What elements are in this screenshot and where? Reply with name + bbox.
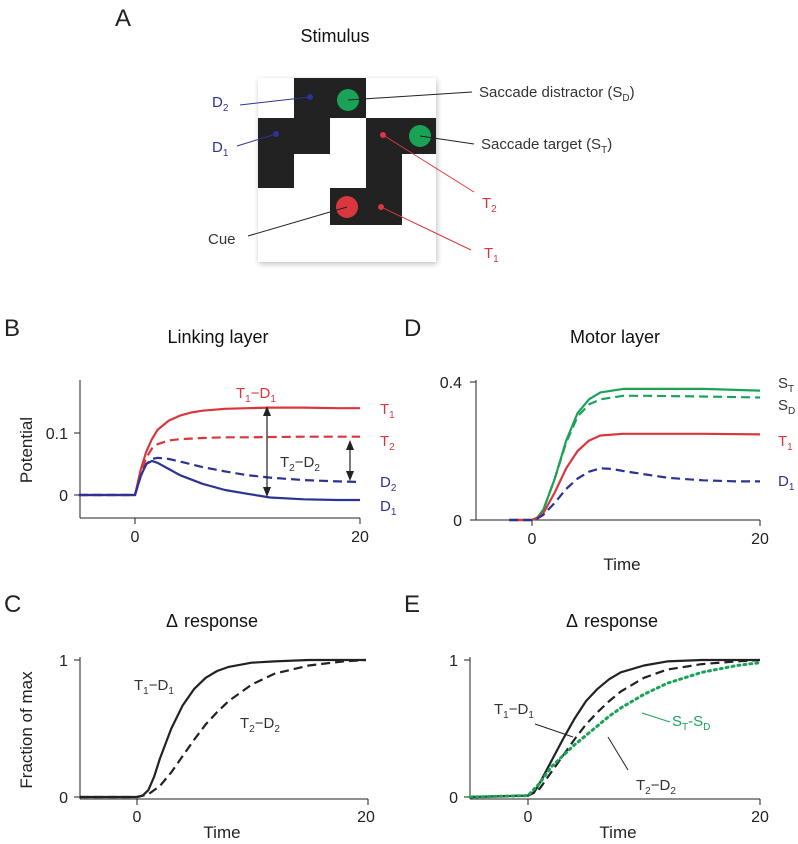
panel-a: A Stimulus D2 D1 Cue Saccade distractor …	[115, 5, 635, 265]
panel-e-letter: E	[404, 591, 420, 618]
ytick-label: 0	[453, 513, 462, 530]
series-line-st-sd	[468, 661, 762, 799]
st-leader	[419, 135, 475, 145]
ytick-label: 0	[449, 790, 458, 807]
panel-b-ylabel: Potential	[17, 417, 36, 483]
panel-c-ylabel: Fraction of max	[17, 671, 36, 789]
arrowhead	[263, 406, 271, 416]
legend-d1: D1	[778, 473, 795, 493]
xtick-label: 20	[357, 809, 375, 826]
ytick-label: 1	[449, 653, 458, 670]
leader-t2-d2	[607, 736, 629, 771]
panel-d: D Motor layer 0.4 0 0 20 Time ST SD T1 D…	[404, 315, 795, 574]
legend-st: ST	[778, 375, 794, 395]
label-t1: T1	[484, 245, 499, 265]
ytick-label: 0	[59, 488, 68, 505]
legend-t1: T1	[380, 401, 395, 421]
d2-leader	[239, 96, 311, 106]
annot-t2-d2: T2−D2	[636, 777, 676, 797]
label-d2: D2	[212, 94, 229, 114]
xtick-label: 20	[751, 809, 769, 826]
legend-t1: T1	[778, 433, 793, 453]
panel-b-letter: B	[4, 315, 20, 342]
ytick-label: 0	[59, 790, 68, 807]
sd-leader	[347, 91, 473, 101]
grid-cell	[258, 154, 294, 188]
panel-c-xlabel: Time	[203, 823, 240, 842]
panel-d-letter: D	[404, 315, 421, 342]
leader-st-sd	[641, 712, 671, 723]
annot-t1-d1: T1−D1	[134, 677, 174, 697]
series-line-t2-d2	[79, 658, 367, 799]
xtick-label: 0	[131, 529, 140, 546]
t2-leader	[382, 134, 475, 193]
panel-b: B Linking layer Potential 0.1 0 0 20 T1−…	[4, 315, 397, 546]
series-line-t1-d1	[79, 658, 366, 799]
t1-leader	[380, 206, 472, 251]
annot-t1-d1: T1−D1	[236, 385, 276, 405]
ytick-label: 0.4	[440, 375, 462, 392]
xtick-label: 20	[751, 531, 769, 548]
panel-b-title: Linking layer	[167, 327, 268, 347]
panel-e-plot: 1 0 0 20 Time	[449, 653, 769, 842]
series-line-d1	[509, 467, 760, 522]
series-line-t1	[509, 432, 761, 522]
annot-t2-d2: T2−D2	[240, 715, 280, 735]
series-line-t1	[78, 406, 360, 497]
legend-sd: SD	[778, 397, 795, 417]
xtick-label: 0	[528, 531, 537, 548]
ytick-label: 0.1	[46, 426, 68, 443]
label-d1: D1	[212, 139, 229, 159]
label-saccade-target: Saccade target (ST)	[481, 136, 612, 156]
panel-d-plot: 0.4 0 0 20 Time	[440, 375, 769, 574]
label-cue: Cue	[208, 231, 236, 248]
xtick-label: 20	[351, 529, 369, 546]
panel-c-plot: 1 0 0 20 Time	[59, 653, 375, 842]
panel-d-title: Motor layer	[570, 327, 660, 347]
panel-e-xlabel: Time	[599, 823, 636, 842]
legend-d2: D2	[380, 474, 397, 494]
series-line-d2	[78, 456, 361, 497]
legend-t2: T2	[380, 433, 395, 453]
panel-d-xlabel: Time	[603, 555, 640, 574]
arrowhead	[346, 471, 354, 481]
panel-a-title: Stimulus	[300, 26, 369, 46]
xtick-label: 0	[133, 809, 142, 826]
series-line-t2-d2	[469, 658, 761, 799]
annot-t1-d1: T1−D1	[494, 701, 534, 721]
grid-cell	[366, 154, 402, 188]
cue-leader	[247, 206, 348, 237]
arrowhead	[346, 440, 354, 450]
arrowhead	[263, 487, 271, 497]
series-line-t2	[78, 435, 360, 497]
legend-d1: D1	[380, 498, 397, 518]
series-line-t1-d1	[469, 658, 760, 799]
annot-t2-d2: T2−D2	[280, 454, 320, 474]
panel-c-letter: C	[4, 591, 21, 618]
panel-b-plot: 0.1 0 0 20	[46, 380, 369, 546]
label-t2: T2	[482, 195, 497, 215]
series-line-sd	[509, 394, 761, 522]
d1-leader	[236, 133, 277, 147]
panel-a-letter: A	[115, 5, 131, 32]
series-line-d1	[78, 459, 360, 502]
xtick-label: 0	[524, 809, 533, 826]
leader-t1-d1	[534, 723, 574, 738]
annot-st-sd: ST-SD	[672, 713, 710, 733]
ytick-label: 1	[59, 653, 68, 670]
label-saccade-distractor: Saccade distractor (SD)	[479, 84, 635, 104]
